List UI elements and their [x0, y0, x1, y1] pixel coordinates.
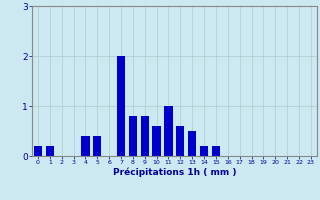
Bar — [152, 126, 161, 156]
Bar — [164, 106, 172, 156]
Bar — [140, 116, 149, 156]
Bar — [176, 126, 185, 156]
Bar — [200, 146, 208, 156]
Bar — [117, 56, 125, 156]
Bar — [212, 146, 220, 156]
X-axis label: Précipitations 1h ( mm ): Précipitations 1h ( mm ) — [113, 168, 236, 177]
Bar — [81, 136, 90, 156]
Bar — [46, 146, 54, 156]
Bar — [34, 146, 42, 156]
Bar — [93, 136, 101, 156]
Bar — [188, 131, 196, 156]
Bar — [129, 116, 137, 156]
